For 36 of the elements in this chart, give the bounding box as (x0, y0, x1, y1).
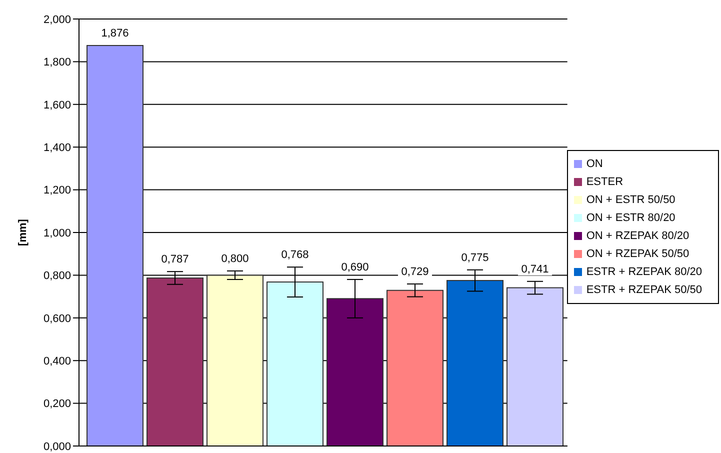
legend-label: ON (586, 158, 603, 170)
y-tick-label: 2,000 (43, 14, 71, 26)
bar (446, 280, 504, 446)
y-tick-label: 1,400 (43, 142, 71, 154)
bar (86, 44, 144, 446)
bar (266, 282, 324, 446)
data-label: 0,768 (281, 249, 309, 262)
legend-label: ON + RZEPAK 50/50 (586, 248, 690, 260)
bar (326, 298, 384, 446)
bar (146, 277, 204, 446)
data-label: 0,690 (341, 261, 369, 274)
data-label: 0,741 (521, 263, 549, 276)
legend-label: ESTR + RZEPAK 50/50 (586, 284, 702, 296)
y-tick-label: 1,000 (43, 227, 71, 240)
y-tick-label: 0,000 (43, 440, 71, 453)
data-label: 0,775 (461, 252, 489, 264)
legend-label: ON + ESTR 80/20 (586, 212, 676, 224)
y-axis-title: [mm] (16, 218, 29, 246)
legend-label: ESTR + RZEPAK 80/20 (586, 266, 702, 278)
y-tick-label: 1,600 (43, 99, 71, 112)
bar (506, 287, 564, 446)
data-label: 0,800 (221, 252, 249, 265)
bar (206, 274, 264, 446)
y-tick-label: 1,200 (43, 184, 71, 197)
data-label: 0,787 (161, 254, 189, 266)
y-tick-label: 0,600 (43, 312, 71, 325)
data-label: 0,729 (401, 266, 429, 278)
y-tick-label: 0,400 (43, 356, 71, 368)
legend-label: ON + RZEPAK 80/20 (586, 230, 690, 242)
legend-label: ON + ESTR 50/50 (586, 194, 676, 206)
legend-label: ESTER (586, 176, 624, 188)
bar (386, 290, 444, 446)
data-label: 1,876 (101, 27, 129, 40)
y-tick-label: 1,800 (43, 56, 71, 69)
y-tick-label: 0,800 (43, 270, 71, 282)
y-tick-label: 0,200 (43, 398, 71, 410)
